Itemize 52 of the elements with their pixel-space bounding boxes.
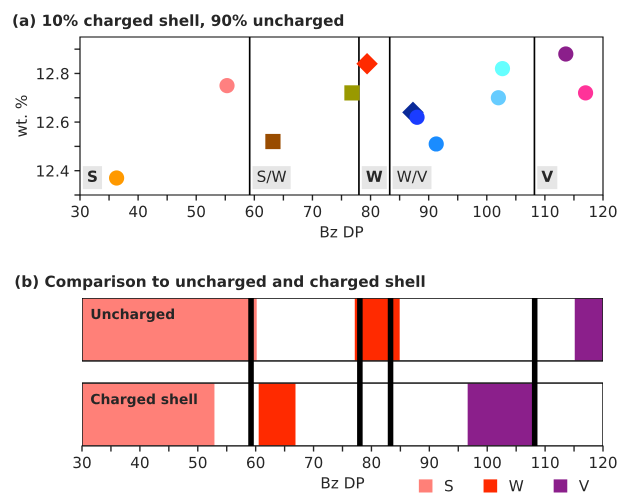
x-tick-label: 70 (305, 456, 322, 468)
x-tick-label: 40 (129, 206, 147, 218)
point (428, 136, 444, 152)
point (558, 46, 574, 62)
chart-title: (b) Comparison to uncharged and charged shell (16, 275, 424, 290)
x-tick-label: 50 (188, 206, 205, 218)
x-tick-label: 50 (189, 456, 206, 468)
x-tick-label: 110 (532, 206, 558, 218)
point (109, 170, 124, 186)
x-tick-label: 80 (362, 456, 380, 468)
bar (82, 298, 258, 362)
annotation: W/V (397, 170, 428, 184)
x-tick-label: 120 (590, 206, 617, 218)
x-tick-label: 70 (304, 206, 322, 218)
x-tick-label: 80 (362, 206, 380, 218)
y-tick-label: Uncharged (92, 308, 174, 322)
legend-label: S (445, 480, 453, 492)
x-tick-label: 100 (474, 206, 500, 218)
bar (82, 382, 216, 446)
y-axis-title: wt. % (15, 95, 28, 137)
annotation: W (366, 170, 382, 182)
x-tick-label: 60 (246, 206, 264, 218)
point (344, 85, 360, 101)
point (356, 52, 378, 74)
point (265, 134, 281, 150)
y-tick-label: 12.4 (37, 165, 69, 176)
y-tick-label: 12.6 (37, 116, 69, 128)
x-tick-label: 120 (590, 456, 617, 468)
x-tick-label: 30 (71, 206, 89, 218)
point (494, 60, 510, 76)
annotation: V (541, 170, 554, 182)
legend-label: W (509, 480, 524, 492)
y-tick-label: Charged shell (91, 394, 197, 408)
x-tick-label: 40 (130, 456, 149, 468)
bar (573, 298, 603, 362)
bar (257, 382, 297, 446)
x-axis-title: Bz DP (320, 226, 364, 238)
x-tick-label: 90 (420, 206, 438, 218)
legend-label: V (578, 480, 590, 492)
x-tick-label: 60 (247, 456, 264, 468)
x-tick-label: 30 (73, 456, 91, 468)
chart-title: (a) 10% charged shell, 90% uncharged (13, 14, 344, 30)
point (219, 78, 235, 94)
x-axis-title: Bz DP (322, 477, 364, 488)
point (578, 85, 594, 101)
point (490, 90, 506, 106)
annotation: S/W (258, 170, 286, 184)
x-tick-label: 100 (474, 456, 501, 468)
y-tick-label: 12.8 (37, 68, 69, 80)
x-tick-label: 90 (420, 456, 438, 468)
x-tick-label: 110 (532, 456, 559, 468)
annotation: S (88, 170, 97, 182)
